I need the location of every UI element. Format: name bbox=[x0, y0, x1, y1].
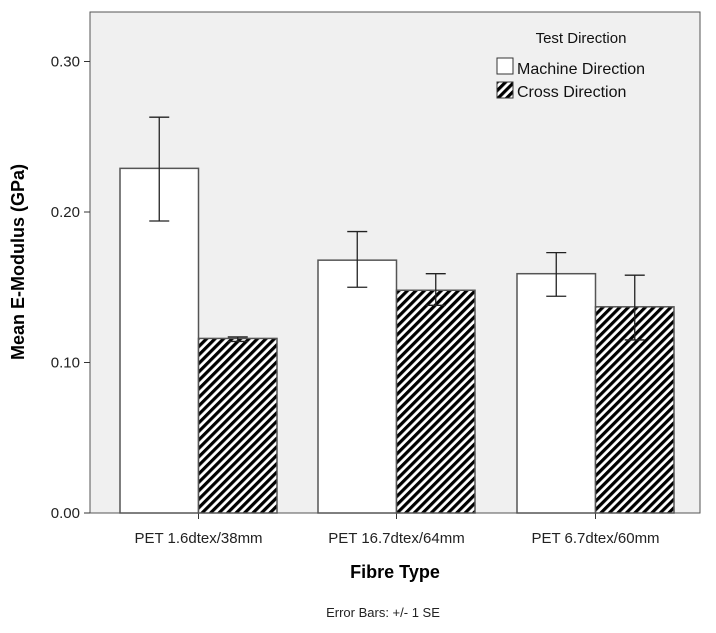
legend-title: Test Direction bbox=[536, 30, 627, 47]
legend: Test Direction Machine Direction Cross D… bbox=[496, 30, 645, 101]
y-axis-label: Mean E-Modulus (GPa) bbox=[8, 164, 28, 360]
bar-cross bbox=[594, 306, 675, 514]
y-tick-label: 0.10 bbox=[51, 355, 80, 372]
bar-machine bbox=[317, 259, 398, 514]
y-tick-label: 0.20 bbox=[51, 204, 80, 221]
y-tick-label: 0.30 bbox=[51, 54, 80, 71]
legend-swatch-cross bbox=[496, 81, 514, 99]
footnote: Error Bars: +/- 1 SE bbox=[326, 605, 440, 620]
bar-machine bbox=[119, 167, 200, 514]
y-tick-label: 0.00 bbox=[51, 505, 80, 522]
bar-cross bbox=[197, 337, 278, 514]
bar-cross bbox=[395, 289, 476, 514]
x-tick-label: PET 16.7dtex/64mm bbox=[328, 530, 464, 547]
x-tick-label: PET 6.7dtex/60mm bbox=[531, 530, 659, 547]
legend-label-cross: Cross Direction bbox=[517, 84, 626, 101]
x-tick-label: PET 1.6dtex/38mm bbox=[134, 530, 262, 547]
bar-machine bbox=[516, 272, 597, 514]
legend-swatch-machine bbox=[496, 57, 514, 75]
x-axis-label: Fibre Type bbox=[350, 562, 440, 582]
legend-label-machine: Machine Direction bbox=[517, 61, 645, 78]
